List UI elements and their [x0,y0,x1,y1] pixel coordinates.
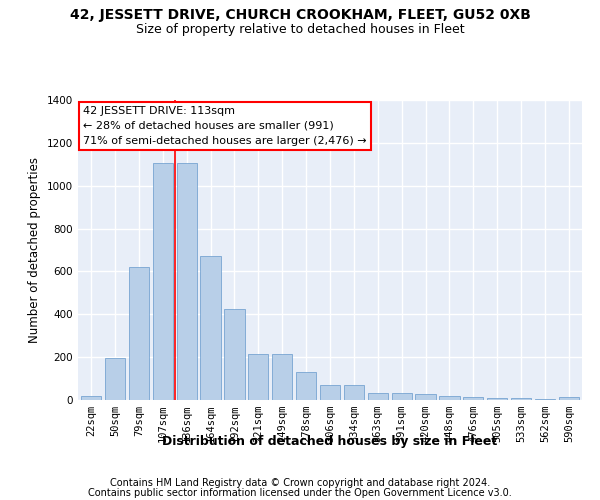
Bar [176,163,197,400]
Bar [487,398,508,400]
Bar [272,354,292,400]
Bar [463,397,484,400]
Bar [439,396,460,400]
Text: Size of property relative to detached houses in Fleet: Size of property relative to detached ho… [136,22,464,36]
Bar [129,267,149,400]
Bar [224,309,245,400]
Text: Contains HM Land Registry data © Crown copyright and database right 2024.: Contains HM Land Registry data © Crown c… [110,478,490,488]
Text: Contains public sector information licensed under the Open Government Licence v3: Contains public sector information licen… [88,488,512,498]
Bar [200,256,221,400]
Bar [559,397,579,400]
Bar [248,354,268,400]
Bar [392,393,412,400]
Bar [368,393,388,400]
Bar [535,399,555,400]
Bar [105,358,125,400]
Y-axis label: Number of detached properties: Number of detached properties [28,157,41,343]
Bar [344,385,364,400]
Text: Distribution of detached houses by size in Fleet: Distribution of detached houses by size … [163,435,497,448]
Bar [81,396,101,400]
Text: 42, JESSETT DRIVE, CHURCH CROOKHAM, FLEET, GU52 0XB: 42, JESSETT DRIVE, CHURCH CROOKHAM, FLEE… [70,8,530,22]
Bar [415,394,436,400]
Bar [152,163,173,400]
Text: 42 JESSETT DRIVE: 113sqm
← 28% of detached houses are smaller (991)
71% of semi-: 42 JESSETT DRIVE: 113sqm ← 28% of detach… [83,106,367,146]
Bar [320,385,340,400]
Bar [296,372,316,400]
Bar [511,398,531,400]
